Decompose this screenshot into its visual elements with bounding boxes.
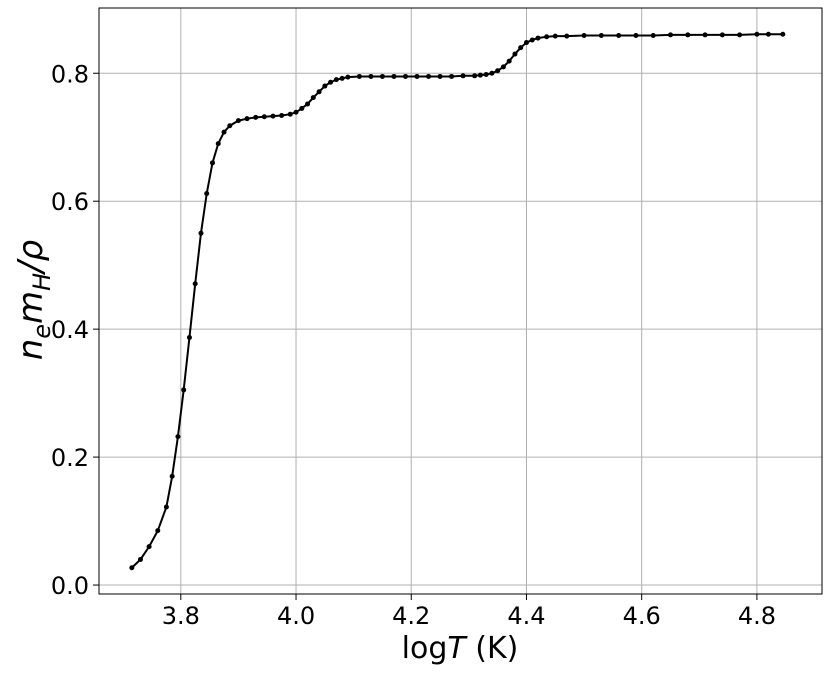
point: [402, 73, 408, 79]
point: [719, 32, 725, 38]
point: [472, 73, 478, 79]
point: [483, 72, 489, 78]
point: [702, 32, 708, 38]
point: [564, 33, 570, 39]
point: [598, 33, 604, 39]
point: [449, 73, 455, 79]
point: [581, 33, 587, 39]
point: [414, 73, 420, 79]
point: [316, 89, 322, 95]
point: [616, 33, 622, 39]
point: [506, 58, 512, 64]
point: [345, 74, 351, 80]
x-label-part: log: [402, 631, 448, 666]
x-tick-label: 4.0: [277, 602, 315, 630]
point: [270, 113, 276, 119]
point: [685, 32, 691, 38]
point: [529, 37, 535, 43]
point: [500, 64, 506, 70]
point: [426, 73, 432, 79]
point: [293, 109, 299, 115]
y-tick-label: 0.0: [51, 572, 89, 600]
point: [477, 72, 483, 78]
point: [437, 73, 443, 79]
point: [163, 504, 169, 510]
point: [146, 544, 152, 550]
point: [169, 473, 175, 479]
point: [489, 70, 495, 76]
point: [215, 141, 221, 147]
point: [339, 75, 345, 81]
point: [209, 160, 215, 166]
x-label-part: T: [447, 631, 468, 666]
point: [333, 77, 339, 83]
point: [460, 73, 466, 79]
point: [227, 123, 233, 129]
y-tick-label: 0.4: [51, 316, 89, 344]
y-tick-label: 0.6: [51, 188, 89, 216]
point: [287, 111, 293, 117]
x-label-part: (K): [466, 631, 519, 666]
point: [175, 434, 181, 440]
point: [155, 528, 161, 534]
point: [253, 114, 259, 120]
point: [186, 334, 192, 340]
point: [737, 32, 743, 38]
point: [244, 116, 250, 122]
point: [544, 34, 550, 40]
point: [379, 73, 385, 79]
point: [356, 73, 362, 79]
point: [198, 230, 204, 236]
point: [181, 387, 187, 393]
point: [754, 31, 760, 37]
point: [552, 33, 558, 39]
x-tick-label: 4.6: [623, 602, 661, 630]
point: [523, 40, 529, 46]
point: [221, 129, 227, 135]
y-label-part: n: [11, 339, 51, 361]
point: [299, 105, 305, 111]
point: [780, 31, 786, 37]
point: [512, 51, 518, 57]
point: [765, 31, 771, 37]
x-tick-label: 3.8: [162, 602, 200, 630]
point: [650, 33, 656, 39]
x-axis-label: logT (K): [402, 631, 519, 666]
y-tick-label: 0.8: [51, 60, 89, 88]
plot-frame: [98, 7, 823, 595]
point: [129, 565, 135, 571]
y-label-part: e: [28, 324, 56, 339]
x-tick-label: 4.8: [738, 602, 776, 630]
point: [204, 191, 210, 197]
point: [261, 114, 267, 120]
y-label-part: H: [28, 273, 56, 291]
y-axis-label: nemH/ρ: [11, 239, 56, 360]
point: [633, 33, 639, 39]
y-label-part: m: [11, 291, 51, 324]
y-label-part: /ρ: [11, 239, 51, 275]
point: [137, 556, 143, 562]
point: [322, 83, 328, 89]
point: [667, 32, 673, 38]
point: [328, 79, 334, 85]
y-tick-label: 0.2: [51, 444, 89, 472]
line: [131, 33, 783, 569]
x-tick-label: 4.4: [507, 602, 545, 630]
point: [310, 95, 316, 101]
point: [192, 281, 198, 287]
point: [391, 73, 397, 79]
point: [368, 73, 374, 79]
x-tick-label: 4.2: [392, 602, 430, 630]
point: [305, 101, 311, 107]
point: [518, 45, 524, 51]
point: [535, 35, 541, 41]
point: [495, 68, 501, 74]
point: [235, 118, 241, 124]
point: [279, 112, 285, 118]
